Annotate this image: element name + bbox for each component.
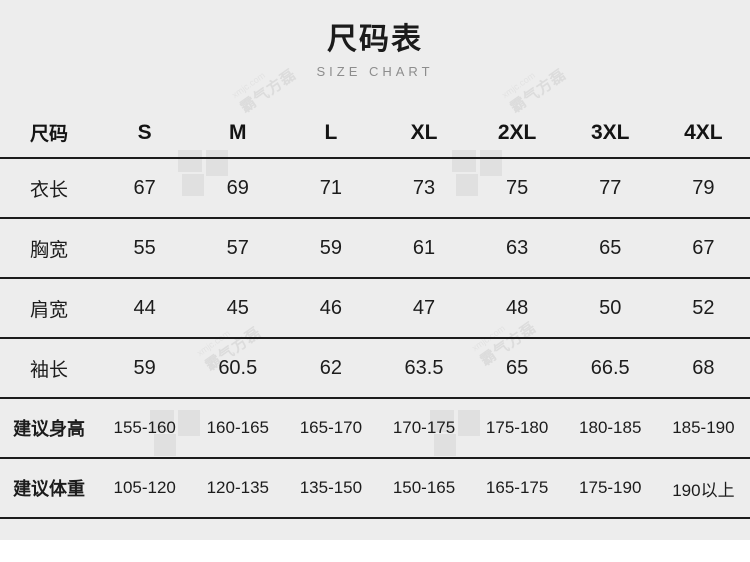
cell-length-3xl: 77 (599, 176, 622, 199)
cell-weight-4xl: 190以上 (672, 480, 735, 500)
cell-chest-m: 57 (226, 236, 249, 259)
cell-weight-xl: 150-165 (392, 478, 456, 497)
cell-sleeve-l: 62 (319, 356, 343, 379)
row-label-shoulder: 肩宽 (30, 299, 69, 321)
cell-chest-l: 59 (319, 236, 343, 259)
column-header-2xl: 2XL (497, 120, 537, 144)
page-title: 尺码表 (327, 23, 423, 56)
row-label-weight: 建议体重 (13, 479, 86, 499)
cell-height-l: 165-170 (299, 418, 363, 437)
column-header-s: S (137, 120, 152, 144)
table-row: 建议体重 105-120 120-135 135-150 150-165 165… (0, 458, 750, 518)
page-subtitle: SIZE CHART (316, 64, 434, 79)
cell-chest-s: 55 (133, 236, 156, 259)
cell-chest-3xl: 65 (599, 236, 622, 259)
cell-shoulder-m: 45 (226, 296, 249, 319)
cell-weight-m: 120-135 (206, 478, 269, 497)
cell-length-2xl: 75 (505, 176, 529, 199)
row-label-length: 衣长 (30, 179, 69, 201)
cell-sleeve-xl: 63.5 (404, 356, 444, 379)
cell-chest-xl: 61 (412, 236, 436, 259)
cell-height-4xl: 185-190 (672, 418, 735, 437)
cell-sleeve-3xl: 66.5 (590, 356, 630, 379)
cell-height-m: 160-165 (206, 418, 269, 437)
cell-shoulder-s: 44 (133, 296, 156, 319)
cell-height-s: 155-160 (113, 418, 176, 437)
cell-sleeve-2xl: 65 (505, 356, 529, 379)
column-header-4xl: 4XL (684, 120, 723, 144)
column-header-xl: XL (410, 120, 438, 144)
cell-sleeve-s: 59 (133, 356, 156, 379)
cell-chest-4xl: 67 (692, 236, 715, 259)
column-header-size-label: 尺码 (30, 124, 69, 145)
cell-chest-2xl: 63 (505, 236, 529, 259)
cell-length-l: 71 (319, 176, 343, 199)
cell-weight-s: 105-120 (113, 478, 176, 497)
row-label-sleeve: 袖长 (30, 359, 69, 381)
column-header-3xl: 3XL (590, 120, 630, 144)
cell-shoulder-3xl: 50 (599, 296, 622, 319)
table-row: 衣长 67 69 71 73 75 77 79 (0, 158, 750, 218)
table-row: 胸宽 55 57 59 61 63 65 67 (0, 218, 750, 278)
cell-sleeve-4xl: 68 (692, 356, 715, 379)
cell-height-xl: 170-175 (392, 418, 456, 437)
cell-height-3xl: 180-185 (579, 418, 642, 437)
table-body: 衣长 67 69 71 73 75 77 79 胸宽 55 57 59 61 6… (0, 158, 750, 518)
cell-length-m: 69 (226, 176, 249, 199)
cell-weight-l: 135-150 (299, 478, 363, 497)
column-header-l: L (324, 120, 338, 144)
cell-length-xl: 73 (412, 176, 436, 199)
cell-shoulder-l: 46 (319, 296, 343, 319)
size-chart-table: 尺码 S M L XL 2XL 3XL 4XL 衣长 67 69 71 73 (0, 108, 750, 519)
cell-sleeve-m: 60.5 (218, 356, 258, 379)
cell-height-2xl: 175-180 (485, 418, 549, 437)
table-header: 尺码 S M L XL 2XL 3XL 4XL (0, 108, 750, 158)
cell-weight-3xl: 175-190 (579, 478, 642, 497)
table-row: 袖长 59 60.5 62 63.5 65 66.5 68 (0, 338, 750, 398)
cell-length-s: 67 (133, 176, 156, 199)
cell-shoulder-xl: 47 (412, 296, 436, 319)
cell-shoulder-2xl: 48 (505, 296, 529, 319)
cell-length-4xl: 79 (692, 176, 715, 199)
table-row: 肩宽 44 45 46 47 48 50 52 (0, 278, 750, 338)
table-header-row: 尺码 S M L XL 2XL 3XL 4XL (0, 108, 750, 158)
row-label-height: 建议身高 (13, 419, 86, 439)
column-header-m: M (229, 120, 247, 144)
cell-weight-2xl: 165-175 (485, 478, 549, 497)
table-row: 建议身高 155-160 160-165 165-170 170-175 175… (0, 398, 750, 458)
row-label-chest: 胸宽 (30, 239, 69, 261)
cell-shoulder-4xl: 52 (692, 296, 715, 319)
chart-panel: xmjc.com 霸气方磊 xmjc.com 霸气方磊 xmjc.com 霸气方… (0, 0, 750, 540)
